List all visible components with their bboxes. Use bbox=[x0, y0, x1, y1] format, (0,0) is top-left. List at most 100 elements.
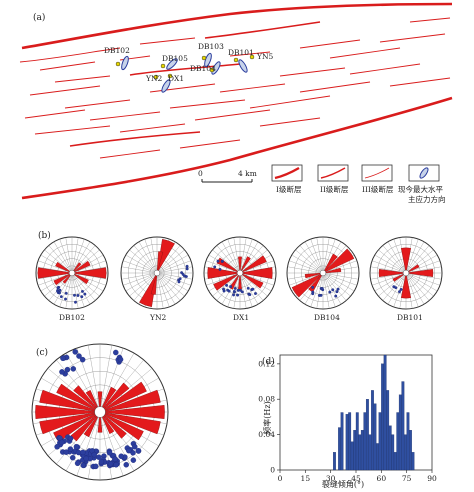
rose-petal bbox=[39, 411, 101, 435]
pole-point bbox=[178, 277, 182, 281]
scale-bar: 0 4 km bbox=[198, 169, 257, 183]
pole-point bbox=[118, 453, 124, 459]
y-tick-label: 0.08 bbox=[258, 395, 275, 404]
rose-petal bbox=[239, 255, 267, 274]
rose-petal bbox=[99, 411, 115, 435]
pole-point bbox=[394, 286, 398, 290]
rose-petal bbox=[405, 264, 420, 274]
pole-point bbox=[251, 287, 255, 291]
rose-petal bbox=[83, 411, 101, 438]
pole-point bbox=[54, 444, 60, 450]
pole-point bbox=[126, 447, 132, 454]
pole-point bbox=[59, 369, 65, 375]
pole-point bbox=[58, 288, 62, 292]
pole-point bbox=[63, 449, 70, 455]
pole-point bbox=[69, 454, 76, 461]
station-label-DB104: DB104 bbox=[190, 64, 216, 73]
pole-point bbox=[246, 286, 250, 290]
histogram-bar bbox=[398, 394, 402, 471]
pole-point bbox=[181, 272, 185, 276]
pole-point bbox=[185, 267, 189, 271]
stereonet-DB102 bbox=[35, 236, 109, 310]
pole-point bbox=[96, 454, 102, 460]
pole-point bbox=[236, 288, 240, 292]
stress-ellipse-DX1 bbox=[161, 79, 171, 93]
histogram-bar bbox=[378, 412, 382, 471]
rose-petal bbox=[99, 386, 117, 413]
rose-petal bbox=[322, 248, 355, 274]
station-dot-DB103 bbox=[201, 55, 207, 61]
fault-grade1-south bbox=[21, 96, 453, 200]
pole-point bbox=[334, 294, 338, 298]
x-tick-label: 15 bbox=[301, 474, 311, 483]
pole-point bbox=[240, 290, 244, 294]
station-label-DX1: DX1 bbox=[168, 74, 184, 83]
stereonet-all-data bbox=[31, 343, 169, 481]
pole-point bbox=[76, 294, 80, 297]
rose-petal bbox=[99, 411, 127, 439]
pole-point bbox=[59, 439, 65, 446]
panel-a-label: (a) bbox=[33, 12, 45, 23]
pole-point bbox=[216, 259, 220, 263]
pole-point bbox=[218, 267, 222, 271]
histogram: 频率(Hz) 裂缝倾角(°) 0 15 30 45 60 75 90 0 0.04 0.08 0.1… bbox=[258, 354, 437, 489]
pole-point bbox=[225, 283, 229, 287]
stress-ellipse-DB102 bbox=[121, 55, 129, 71]
rose-petal bbox=[322, 253, 338, 274]
pole-point bbox=[83, 455, 89, 462]
fault-grade1-north bbox=[21, 2, 453, 50]
pole-point bbox=[130, 457, 137, 463]
panel-c: (c) bbox=[31, 343, 169, 481]
station-label-DB102: DB102 bbox=[104, 46, 130, 55]
station-dot-DX1 bbox=[167, 73, 173, 79]
pole-point bbox=[91, 451, 98, 458]
fault-grade2-2 bbox=[129, 63, 241, 76]
rose-petal bbox=[156, 251, 164, 274]
histogram-bar bbox=[409, 430, 412, 471]
pole-point bbox=[72, 349, 78, 355]
histogram-bar bbox=[376, 443, 379, 471]
station-label-DB101: DB101 bbox=[228, 48, 254, 57]
pole-point bbox=[113, 461, 119, 468]
pole-point bbox=[64, 297, 67, 301]
pole-point bbox=[123, 461, 130, 468]
histogram-bar bbox=[403, 434, 407, 471]
rose-petal bbox=[71, 267, 107, 279]
histogram-bar bbox=[353, 430, 357, 471]
histogram-bar bbox=[360, 430, 364, 471]
legend-box-grade3 bbox=[361, 164, 393, 182]
rose-petal bbox=[85, 389, 101, 413]
station-dot-YN5 bbox=[249, 54, 255, 60]
station-label-DB105: DB105 bbox=[162, 54, 188, 63]
rose-petal bbox=[99, 411, 144, 441]
histogram-bar bbox=[396, 412, 400, 471]
rose-petal bbox=[99, 381, 147, 413]
station-label-YN5: YN5 bbox=[256, 52, 274, 61]
y-tick-label: 0.04 bbox=[258, 430, 275, 439]
histogram-bar bbox=[348, 412, 352, 471]
pole-point bbox=[93, 463, 99, 470]
pole-point bbox=[67, 446, 74, 452]
histogram-bar bbox=[350, 441, 354, 471]
pole-point bbox=[232, 289, 236, 293]
stereonet-DX1 bbox=[203, 236, 277, 310]
legend-label-grade1: I级断层 bbox=[276, 184, 302, 194]
legend-label-stress: 现今最大水平 bbox=[398, 184, 443, 194]
pole-point bbox=[67, 435, 74, 442]
x-tick-label: 30 bbox=[326, 474, 336, 483]
pole-point bbox=[113, 349, 119, 356]
pole-point bbox=[331, 288, 335, 292]
x-tick-label: 45 bbox=[351, 474, 361, 483]
histogram-bar bbox=[391, 434, 395, 471]
station-labels: DB102 DB105 DB103 DB101 DB104 YN5 YN2 DX… bbox=[104, 42, 274, 83]
histogram-bar bbox=[393, 452, 397, 471]
rose-petal bbox=[291, 272, 324, 298]
station-label-DB103: DB103 bbox=[198, 42, 224, 51]
rose-petal bbox=[62, 272, 73, 284]
y-tick-label: 0.12 bbox=[258, 359, 275, 368]
pole-point bbox=[336, 287, 340, 291]
fault-map bbox=[19, 2, 453, 200]
histogram-x-axis-label: 裂缝倾角(°) bbox=[322, 479, 364, 489]
station-dot-DB102 bbox=[115, 61, 121, 67]
pole-point bbox=[177, 280, 181, 284]
